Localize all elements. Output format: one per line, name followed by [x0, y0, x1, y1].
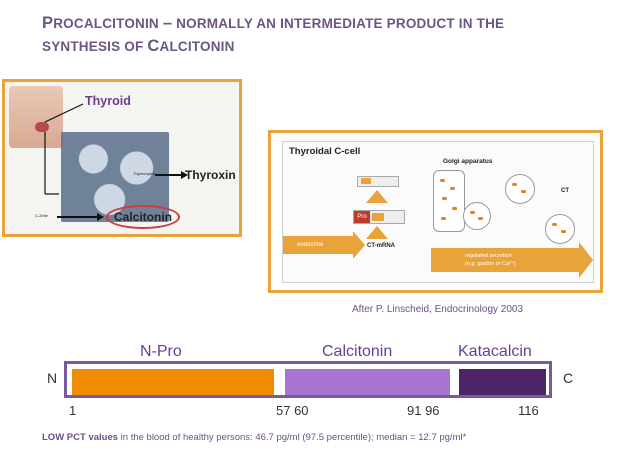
slide-title: PROCALCITONIN – NORMALLY AN INTERMEDIATE…: [42, 12, 602, 58]
protein-bar: [64, 361, 552, 398]
title-initial-p: P: [42, 14, 54, 32]
vesicle-1: [463, 202, 491, 230]
c-cell-diagram: Thyroidal C-cell Golgi apparatus CT Pro …: [282, 141, 594, 283]
golgi-stack: [433, 170, 465, 232]
upward-arrow-1: [366, 190, 388, 203]
c-cell-title: Thyroidal C-cell: [289, 146, 361, 157]
regulated-secretion-arrow: regulated secretion (e.g. gastrin or Ca²…: [431, 242, 593, 278]
figure-caption: After P. Linscheid, Endocrinology 2003: [352, 304, 524, 315]
title-line2: SYNTHESIS OF: [42, 39, 148, 54]
katacalcin-segment: [459, 369, 546, 395]
footnote: LOW PCT values in the blood of healthy p…: [42, 432, 466, 443]
figure-arrows: [44, 103, 188, 221]
thyroid-figure: Thyroid Thyreocyten Thyroxin C-Zelle Cal…: [2, 79, 242, 237]
golgi-label: Golgi apparatus: [443, 158, 493, 165]
pro-label: Pro: [354, 211, 370, 223]
calcitonin-segment: [285, 369, 450, 395]
position-label-57-60: 57 60: [276, 403, 309, 418]
footnote-bold: LOW PCT values: [42, 432, 119, 443]
calcitonin-highlight: Calcitonin: [106, 205, 180, 229]
position-label-91-96: 91 96: [407, 403, 440, 418]
position-label-end: 116: [518, 403, 539, 418]
region-label-katacalcin: Katacalcin: [458, 343, 532, 360]
regulated-label-line2: (e.g. gastrin or Ca²⁺): [465, 261, 516, 267]
pro-peptide-box: Pro: [353, 210, 405, 224]
n-pro-segment: [72, 369, 274, 395]
position-label-start: 1: [69, 403, 77, 418]
c-cell-figure: Thyroidal C-cell Golgi apparatus CT Pro …: [268, 130, 603, 293]
ct-mrna-label: CT-mRNA: [367, 243, 395, 249]
vesicle-3: [545, 214, 575, 244]
title-dash: –: [162, 14, 173, 32]
region-label-calcitonin: Calcitonin: [322, 343, 393, 360]
neck-illustration: [9, 86, 63, 148]
title-word-procalcitonin: ROCALCITONIN: [53, 16, 159, 31]
calcitonin-arrow-head: [97, 213, 104, 221]
thyroid-pointer-line: [44, 103, 84, 123]
title-line1-rest: NORMALLY AN INTERMEDIATE PRODUCT IN THE: [172, 16, 505, 31]
thyroxin-arrow-head: [181, 171, 188, 179]
regulated-label-line1: regulated secretion: [465, 253, 512, 259]
footnote-text: in the blood of healthy persons: 46.7 pg…: [118, 432, 467, 443]
ct-label: CT: [561, 188, 569, 194]
n-terminus-label: N: [47, 370, 58, 386]
title-initial-c: C: [147, 37, 160, 55]
thyroid-label: Thyroid: [85, 94, 131, 108]
c-terminus-label: C: [563, 370, 574, 386]
upward-arrow-2: [366, 226, 388, 239]
endocrine-label: endocrine: [297, 242, 324, 248]
thyrocyten-label: Thyreocyten: [133, 171, 156, 176]
thyroid-gland-mark: [35, 122, 49, 132]
vesicle-2: [505, 174, 535, 204]
peptide-box-top: [357, 176, 399, 187]
endocrine-arrow: endocrine: [283, 231, 365, 259]
calcitonin-label: Calcitonin: [113, 210, 172, 224]
thyroxin-label: Thyroxin: [185, 168, 236, 182]
c-zelle-label: C-Zelle: [35, 213, 48, 218]
title-word-calcitonin: ALCITONIN: [159, 39, 235, 54]
region-label-n-pro: N-Pro: [140, 343, 182, 360]
